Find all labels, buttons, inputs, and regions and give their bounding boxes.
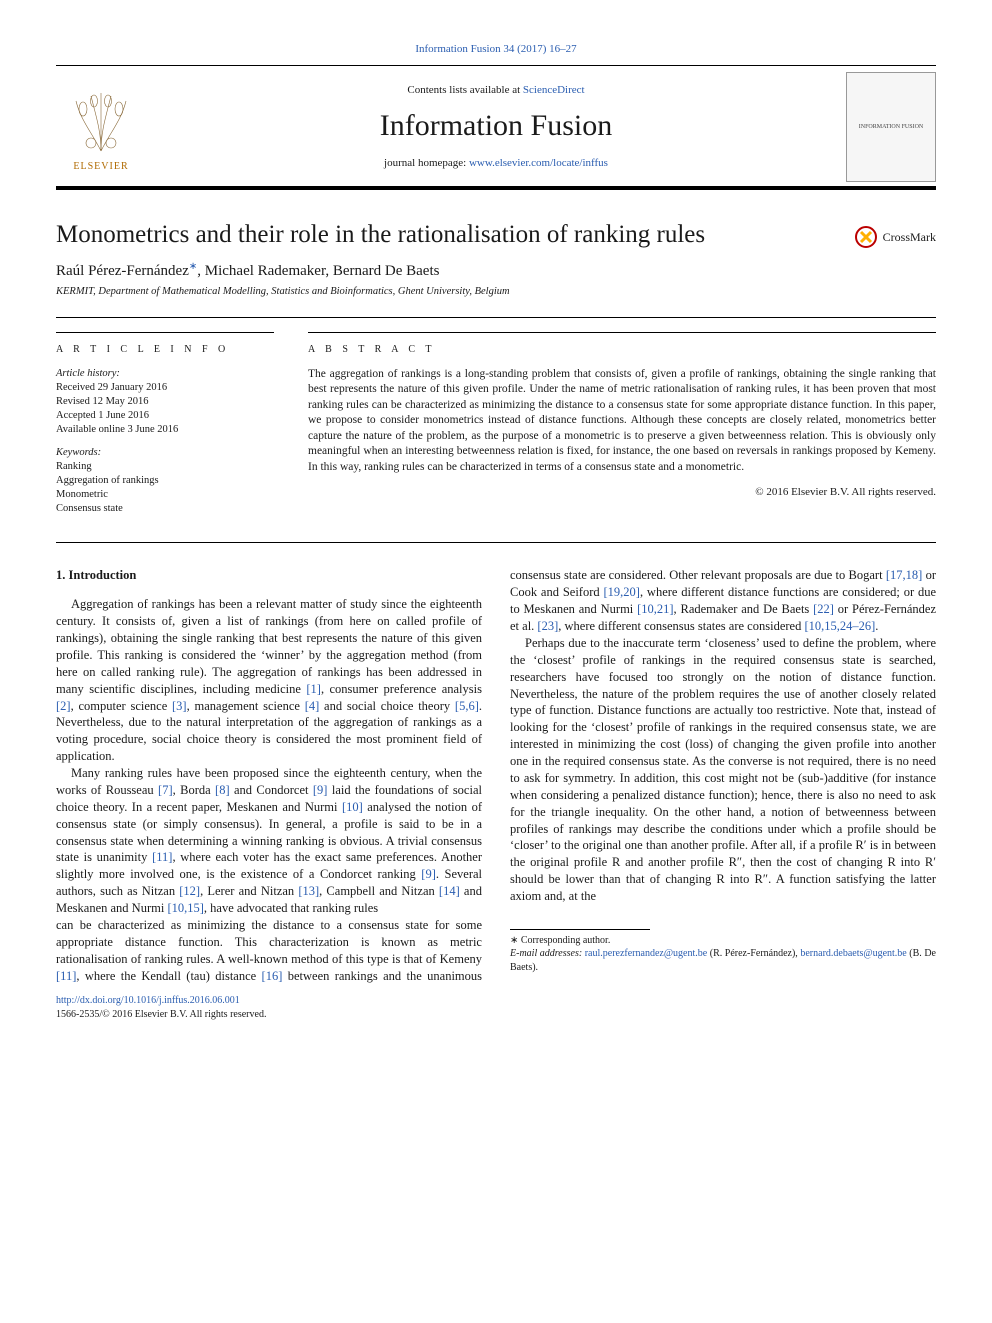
footnote-rule — [510, 929, 650, 930]
article-title: Monometrics and their role in the ration… — [56, 220, 936, 250]
doi-link[interactable]: http://dx.doi.org/10.1016/j.inffus.2016.… — [56, 995, 240, 1006]
email-1[interactable]: raul.perezfernandez@ugent.be — [585, 948, 707, 959]
para-1: Aggregation of rankings has been a relev… — [56, 596, 482, 765]
rule-top — [56, 65, 936, 66]
abstract-text: The aggregation of rankings is a long-st… — [308, 367, 936, 476]
history-received: Received 29 January 2016 — [56, 381, 274, 395]
authors: Raúl Pérez-Fernández∗, Michael Rademaker… — [56, 260, 936, 281]
author-1: Raúl Pérez-Fernández — [56, 263, 189, 279]
keyword-1: Ranking — [56, 460, 274, 474]
journal-cover-thumb: INFORMATION FUSION — [846, 72, 936, 182]
masthead: ELSEVIER Contents lists available at Sci… — [56, 72, 936, 190]
homepage-link[interactable]: www.elsevier.com/locate/inffus — [469, 157, 608, 169]
sciencedirect-link[interactable]: ScienceDirect — [523, 84, 585, 96]
publisher-logo: ELSEVIER — [56, 77, 146, 177]
corr-author-note: ∗ Corresponding author. — [510, 934, 936, 948]
history-online: Available online 3 June 2016 — [56, 423, 274, 437]
crossmark-badge[interactable]: CrossMark — [855, 226, 936, 248]
para-4: Perhaps due to the inaccurate term ‘clos… — [510, 635, 936, 905]
crossmark-icon — [855, 226, 877, 248]
body-columns: 1. Introduction Aggregation of rankings … — [56, 567, 936, 984]
corr-marker[interactable]: ∗ — [189, 261, 197, 272]
article-info: A R T I C L E I N F O Article history: R… — [56, 332, 274, 524]
emails: E-mail addresses: raul.perezfernandez@ug… — [510, 947, 936, 974]
affiliation: KERMIT, Department of Mathematical Model… — [56, 285, 936, 299]
contents-line: Contents lists available at ScienceDirec… — [146, 83, 846, 98]
footnotes: ∗ Corresponding author. E-mail addresses… — [510, 929, 936, 975]
abstract: A B S T R A C T The aggregation of ranki… — [308, 332, 936, 524]
rule-above-body — [56, 542, 936, 543]
keyword-3: Monometric — [56, 488, 274, 502]
journal-name: Information Fusion — [146, 106, 846, 147]
elsevier-logo-text: ELSEVIER — [73, 161, 128, 172]
issn-copyright: 1566-2535/© 2016 Elsevier B.V. All right… — [56, 1008, 936, 1022]
author-2: Michael Rademaker — [205, 263, 326, 279]
journal-homepage: journal homepage: www.elsevier.com/locat… — [146, 156, 846, 171]
doi-block: http://dx.doi.org/10.1016/j.inffus.2016.… — [56, 994, 936, 1021]
abstract-heading: A B S T R A C T — [308, 343, 936, 357]
article-info-heading: A R T I C L E I N F O — [56, 343, 274, 357]
email-2[interactable]: bernard.debaets@ugent.be — [800, 948, 906, 959]
abstract-copyright: © 2016 Elsevier B.V. All rights reserved… — [308, 485, 936, 500]
keyword-2: Aggregation of rankings — [56, 474, 274, 488]
rule-under-title — [56, 317, 936, 318]
section-1-heading: 1. Introduction — [56, 567, 482, 584]
top-citation: Information Fusion 34 (2017) 16–27 — [56, 42, 936, 57]
history-revised: Revised 12 May 2016 — [56, 395, 274, 409]
keywords-label: Keywords: — [56, 446, 274, 460]
history-accepted: Accepted 1 June 2016 — [56, 409, 274, 423]
author-3: Bernard De Baets — [333, 263, 440, 279]
para-2: Many ranking rules have been proposed si… — [56, 765, 482, 917]
history-label: Article history: — [56, 367, 274, 381]
keyword-4: Consensus state — [56, 502, 274, 516]
